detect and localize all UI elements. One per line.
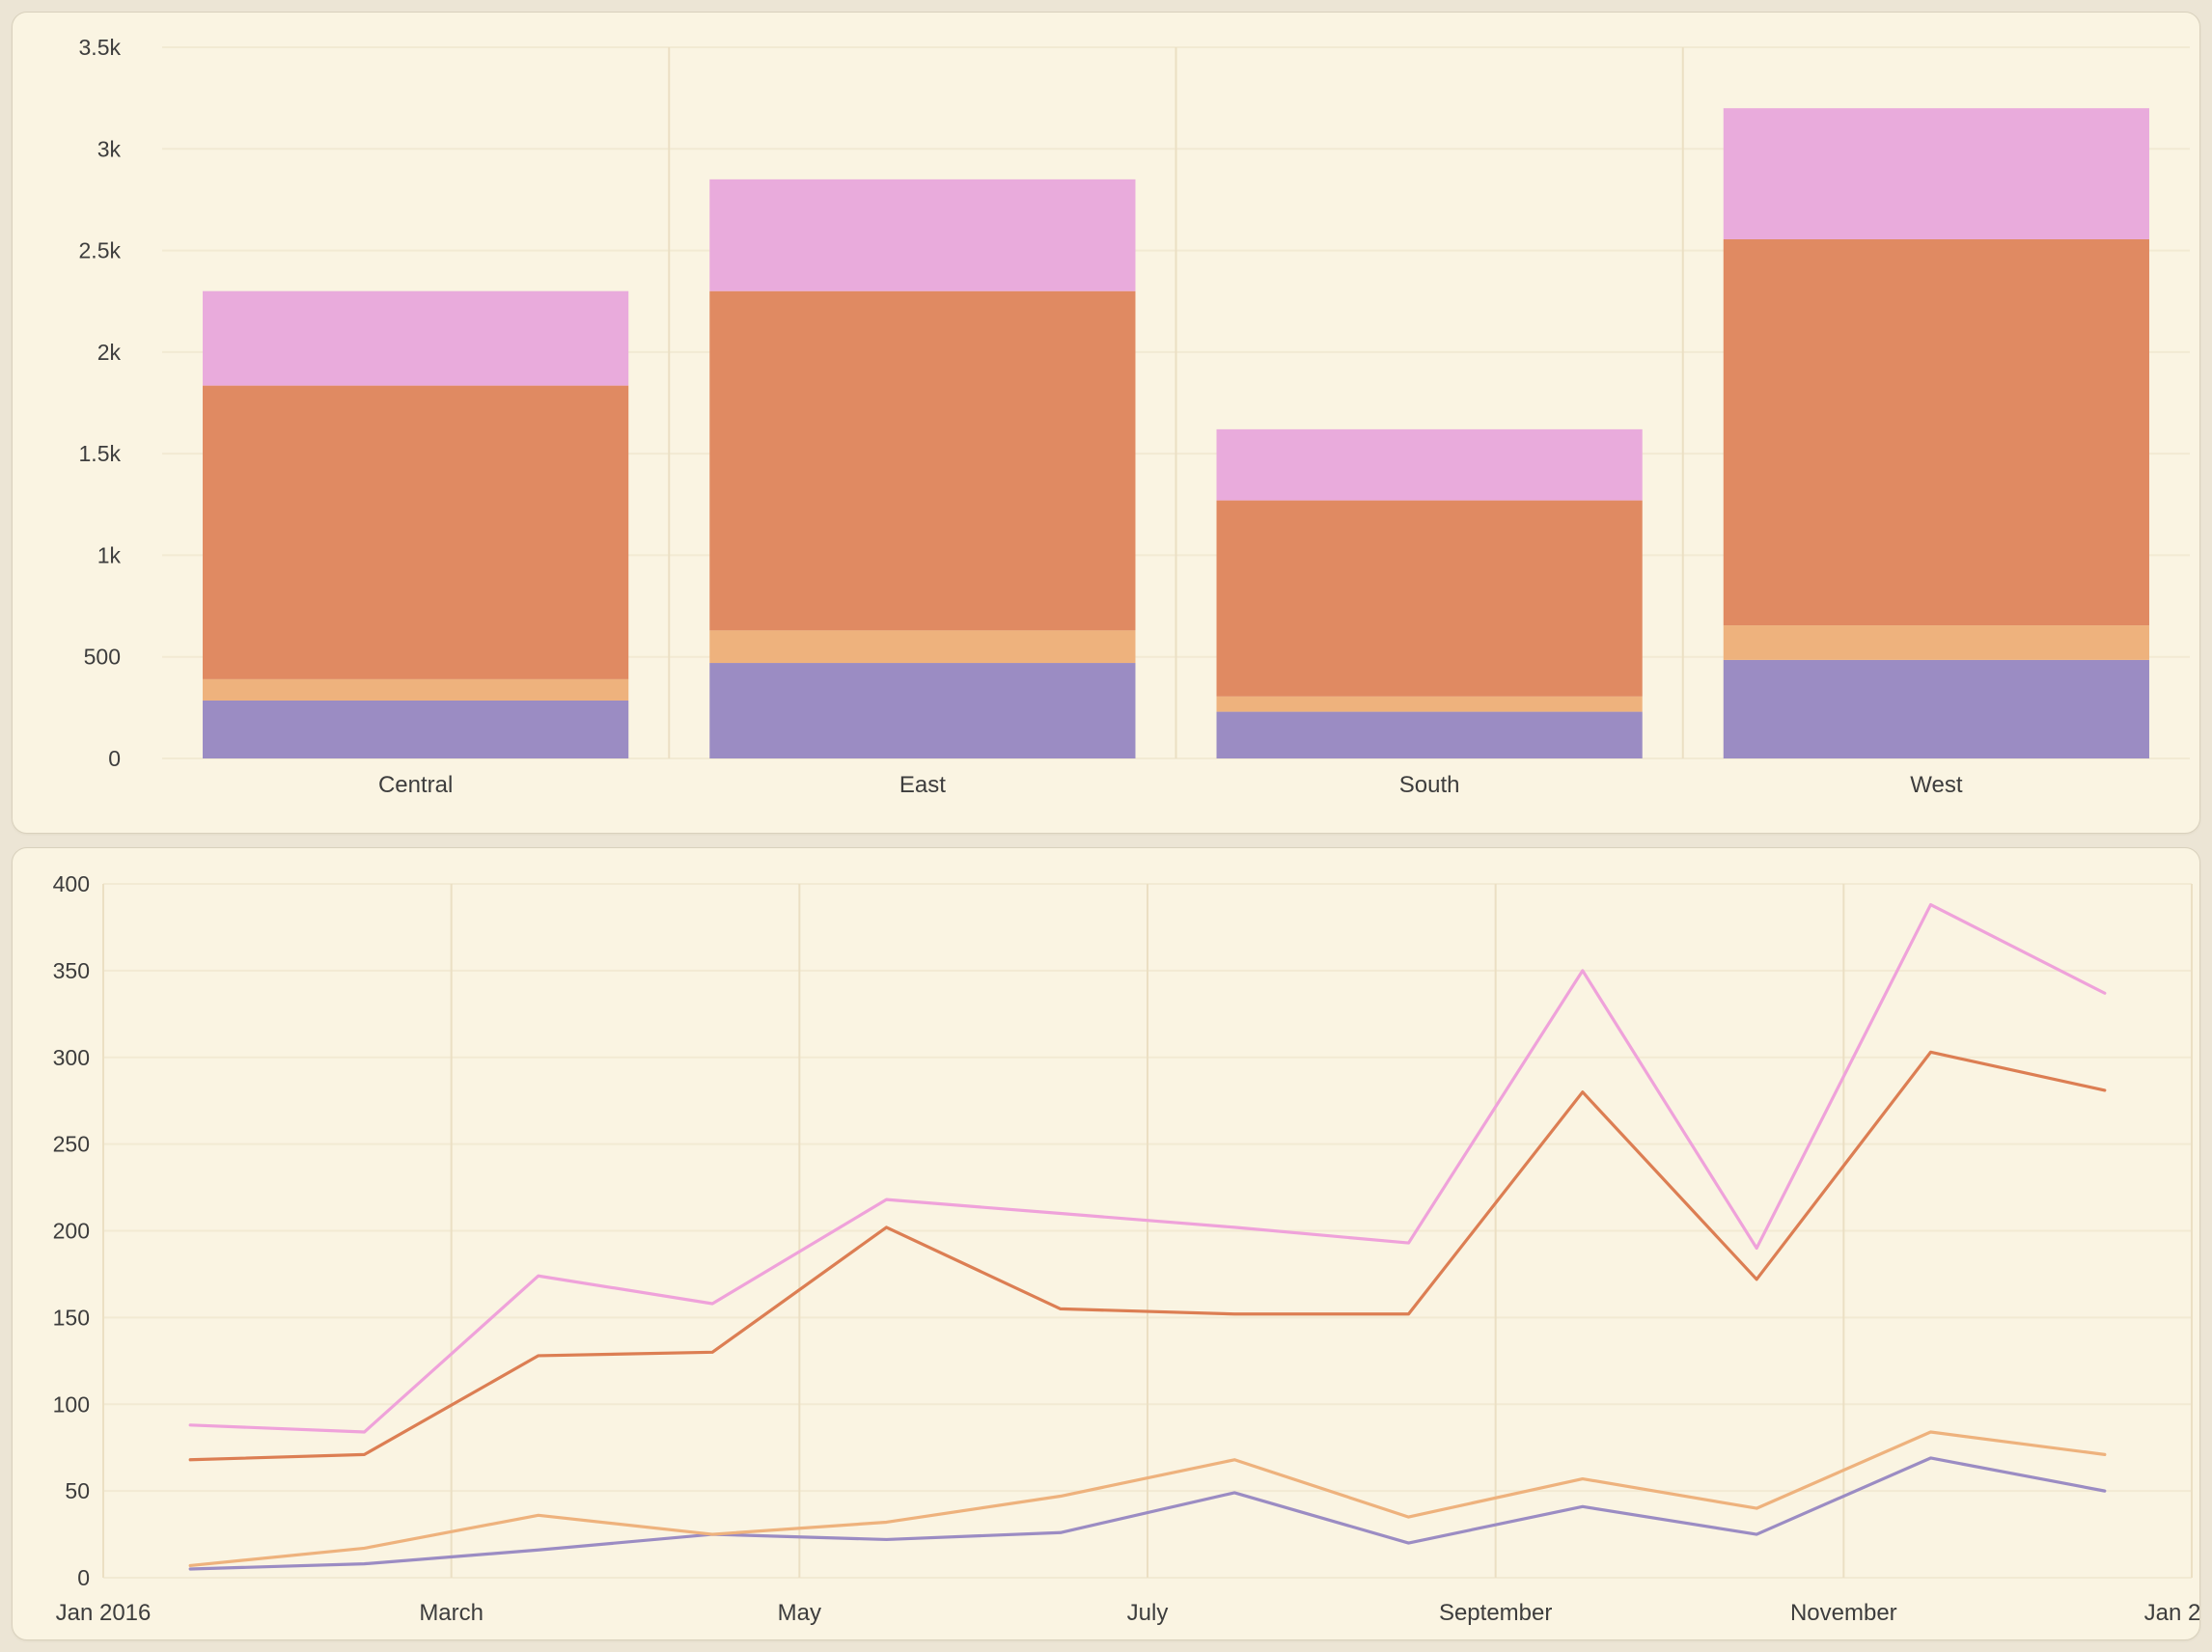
y-axis-tick-label: 2k	[97, 340, 122, 365]
y-axis-tick-label: 150	[53, 1305, 90, 1330]
bar-segment-tan-central[interactable]	[203, 678, 629, 701]
x-axis-tick-label: Jan 2017	[2144, 1600, 2199, 1626]
y-axis-tick-label: 1k	[97, 542, 122, 567]
bar-segment-pink-east[interactable]	[709, 179, 1136, 291]
x-axis-tick-label: September	[1439, 1600, 1552, 1626]
bar-segment-salmon-west[interactable]	[1723, 238, 2149, 626]
y-axis-tick-label: 2.5k	[79, 238, 122, 263]
bar-segment-tan-south[interactable]	[1216, 696, 1643, 712]
y-axis-tick-label: 3k	[97, 136, 122, 161]
y-axis-tick-label: 300	[53, 1045, 90, 1070]
line-series-pink[interactable]	[188, 902, 2107, 1434]
x-axis-category-label: South	[1399, 772, 1460, 798]
bar-segment-purple-central[interactable]	[203, 700, 629, 758]
x-axis-tick-label: Jan 2016	[56, 1600, 152, 1626]
x-axis-category-label: East	[899, 772, 946, 798]
bar-segment-tan-east[interactable]	[709, 630, 1136, 664]
bar-segment-purple-south[interactable]	[1216, 711, 1643, 758]
y-axis-tick-label: 350	[53, 958, 90, 983]
y-axis-tick-label: 400	[53, 871, 90, 896]
x-axis-tick-label: July	[1127, 1600, 1169, 1626]
x-axis-category-label: West	[1910, 772, 1963, 798]
y-axis-tick-label: 100	[53, 1391, 90, 1417]
line-chart[interactable]: 0 50 100 150 200 250 300 350 400 Jan 2016 March May…	[13, 848, 2199, 1639]
bar-segment-purple-east[interactable]	[709, 663, 1136, 758]
y-axis-tick-label: 250	[53, 1132, 90, 1157]
bar-segment-purple-west[interactable]	[1723, 659, 2149, 758]
stacked-bar-chart[interactable]: 0 500 1k 1.5k 2k 2.5k 3k 3.5k Central East South We…	[13, 13, 2199, 833]
bar-segment-pink-south[interactable]	[1216, 428, 1643, 501]
bar-segment-salmon-central[interactable]	[203, 385, 629, 679]
x-axis-tick-label: November	[1790, 1600, 1897, 1626]
bar-segment-salmon-south[interactable]	[1216, 500, 1643, 697]
y-axis-tick-label: 500	[84, 645, 121, 670]
bar-segment-pink-central[interactable]	[203, 290, 629, 386]
y-axis-tick-label: 1.5k	[79, 441, 122, 466]
x-axis-category-label: Central	[378, 772, 453, 798]
y-axis-tick-label: 0	[77, 1565, 90, 1590]
line-series-salmon[interactable]	[188, 1050, 2107, 1462]
y-axis-tick-label: 3.5k	[79, 35, 122, 60]
x-axis-tick-label: May	[778, 1600, 821, 1626]
stacked-bar-chart-card: 0 500 1k 1.5k 2k 2.5k 3k 3.5k Central East South We…	[12, 12, 2200, 834]
line-series-purple[interactable]	[188, 1456, 2107, 1571]
line-chart-card: 0 50 100 150 200 250 300 350 400 Jan 2016 March May…	[12, 846, 2200, 1640]
x-axis-tick-label: March	[419, 1600, 484, 1626]
bar-segment-pink-west[interactable]	[1723, 108, 2149, 239]
bar-segment-salmon-east[interactable]	[709, 290, 1136, 631]
y-axis-tick-label: 0	[108, 746, 121, 771]
line-series-tan[interactable]	[188, 1430, 2107, 1567]
bar-segment-tan-west[interactable]	[1723, 625, 2149, 660]
y-axis-tick-label: 200	[53, 1218, 90, 1243]
y-axis-tick-label: 50	[65, 1478, 90, 1503]
